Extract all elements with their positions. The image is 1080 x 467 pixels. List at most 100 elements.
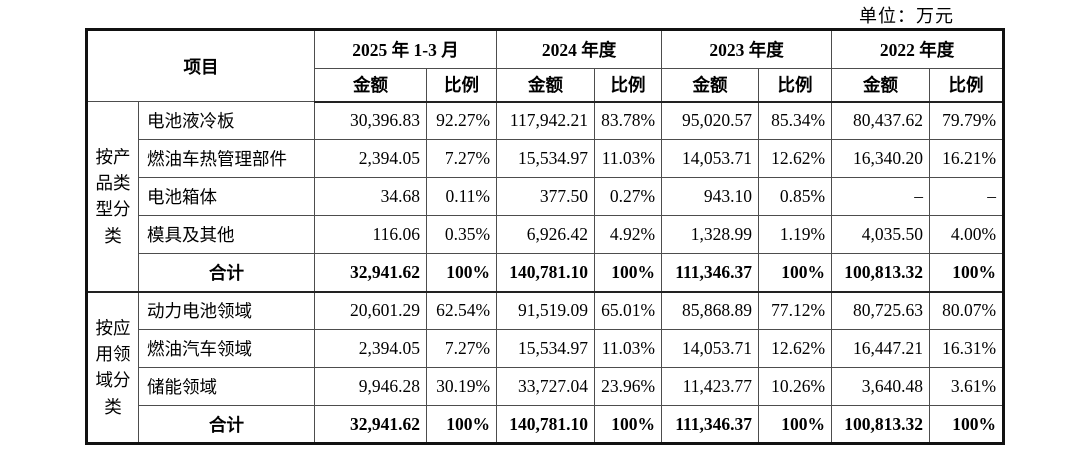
ratio-cell: 0.27% xyxy=(594,177,663,216)
amount-cell: 80,725.63 xyxy=(831,290,931,330)
amount-cell: 16,447.21 xyxy=(831,329,931,368)
amount-cell: 14,053.71 xyxy=(661,329,760,368)
amount-cell: 140,781.10 xyxy=(496,253,596,292)
amount-cell: 14,053.71 xyxy=(661,139,760,178)
total-label: 合计 xyxy=(138,405,315,444)
ratio-cell: 0.35% xyxy=(425,215,498,254)
amount-header: 金额 xyxy=(314,68,427,103)
total-row: 合计 32,941.62 100% 140,781.10 100% 111,34… xyxy=(87,405,1005,444)
ratio-cell: 85.34% xyxy=(758,101,833,140)
ratio-cell: 3.61% xyxy=(929,367,1005,406)
amount-cell: 2,394.05 xyxy=(314,139,427,178)
amount-cell: 91,519.09 xyxy=(496,290,596,330)
ratio-cell: 7.27% xyxy=(425,139,498,178)
amount-cell: 80,437.62 xyxy=(831,101,931,140)
table-row: 按产 品类 型分 类 电池液冷板 30,396.83 92.27% 117,94… xyxy=(86,101,1005,292)
amount-cell: 116.06 xyxy=(314,215,427,254)
table-row: 储能领域 9,946.28 30.19% 33,727.04 23.96% 11… xyxy=(87,367,1005,406)
amount-cell: 6,926.42 xyxy=(496,215,596,254)
amount-cell: 100,813.32 xyxy=(831,253,931,292)
ratio-cell: 12.62% xyxy=(758,139,833,178)
ratio-header: 比例 xyxy=(758,68,833,103)
amount-cell: 4,035.50 xyxy=(831,215,931,254)
amount-cell: 2,394.05 xyxy=(314,329,427,368)
table-row: 燃油车热管理部件 2,394.05 7.27% 15,534.97 11.03%… xyxy=(87,139,1005,178)
amount-cell: 377.50 xyxy=(496,177,596,216)
header-row-periods: 项目 2025 年 1-3 月 2024 年度 2023 年度 2022 年度 xyxy=(86,29,1005,102)
ratio-cell: 65.01% xyxy=(594,290,663,330)
ratio-cell: 11.03% xyxy=(594,139,663,178)
ratio-cell: 16.21% xyxy=(929,139,1005,178)
ratio-cell: 100% xyxy=(594,253,663,292)
amount-cell: 943.10 xyxy=(661,177,760,216)
amount-cell: 15,534.97 xyxy=(496,329,596,368)
period-header-2025: 2025 年 1-3 月 xyxy=(313,29,498,69)
ratio-cell: 0.85% xyxy=(758,177,833,216)
ratio-cell: 100% xyxy=(758,405,833,444)
revenue-breakdown-table: 项目 2025 年 1-3 月 2024 年度 2023 年度 2022 年度 … xyxy=(85,28,1006,445)
period-header-2022: 2022 年度 xyxy=(831,29,1005,69)
total-row: 合计 32,941.62 100% 140,781.10 100% 111,34… xyxy=(87,253,1005,292)
period-header-2024: 2024 年度 xyxy=(496,29,663,69)
amount-cell: 100,813.32 xyxy=(831,405,931,444)
ratio-cell: 100% xyxy=(758,253,833,292)
group-label-application-domain: 按应 用领 域分 类 xyxy=(86,290,139,444)
ratio-cell: 30.19% xyxy=(425,367,498,406)
amount-cell: 15,534.97 xyxy=(496,139,596,178)
ratio-cell: 0.11% xyxy=(425,177,498,216)
total-label: 合计 xyxy=(138,253,315,292)
table-row: 电池箱体 34.68 0.11% 377.50 0.27% 943.10 0.8… xyxy=(87,177,1005,216)
unit-label: 单位：万元 xyxy=(859,6,954,26)
ratio-cell: 100% xyxy=(929,253,1005,292)
table-row: 燃油汽车领域 2,394.05 7.27% 15,534.97 11.03% 1… xyxy=(87,329,1005,368)
amount-cell: 16,340.20 xyxy=(831,139,931,178)
ratio-cell: 83.78% xyxy=(594,101,663,140)
amount-cell: 1,328.99 xyxy=(661,215,760,254)
ratio-cell: 1.19% xyxy=(758,215,833,254)
ratio-cell: 7.27% xyxy=(425,329,498,368)
amount-cell: 9,946.28 xyxy=(314,367,427,406)
ratio-cell: 80.07% xyxy=(929,290,1005,330)
ratio-cell: 79.79% xyxy=(929,101,1005,140)
amount-cell: 33,727.04 xyxy=(496,367,596,406)
ratio-cell: – xyxy=(929,177,1005,216)
amount-cell: 34.68 xyxy=(314,177,427,216)
ratio-cell: 12.62% xyxy=(758,329,833,368)
ratio-cell: 77.12% xyxy=(758,290,833,330)
ratio-cell: 4.00% xyxy=(929,215,1005,254)
group-label-product-type: 按产 品类 型分 类 xyxy=(86,101,139,292)
ratio-cell: 100% xyxy=(594,405,663,444)
ratio-cell: 100% xyxy=(929,405,1005,444)
ratio-header: 比例 xyxy=(929,68,1005,103)
ratio-cell: 10.26% xyxy=(758,367,833,406)
amount-cell: 30,396.83 xyxy=(314,101,427,140)
item-column-header: 项目 xyxy=(86,29,315,102)
amount-cell: 117,942.21 xyxy=(496,101,596,140)
ratio-cell: 62.54% xyxy=(425,290,498,330)
amount-cell: 140,781.10 xyxy=(496,405,596,444)
ratio-cell: 16.31% xyxy=(929,329,1005,368)
header-row-measures: 金额 比例 金额 比例 金额 比例 金额 比例 xyxy=(87,68,1005,103)
ratio-header: 比例 xyxy=(425,68,498,103)
row-label: 燃油汽车领域 xyxy=(138,329,315,368)
amount-cell: 32,941.62 xyxy=(314,253,427,292)
amount-cell: 95,020.57 xyxy=(661,101,760,140)
ratio-cell: 11.03% xyxy=(594,329,663,368)
amount-cell: 11,423.77 xyxy=(661,367,760,406)
row-label: 动力电池领域 xyxy=(138,290,315,330)
ratio-header: 比例 xyxy=(594,68,663,103)
amount-cell: 111,346.37 xyxy=(661,405,760,444)
amount-cell: 111,346.37 xyxy=(661,253,760,292)
amount-header: 金额 xyxy=(496,68,596,103)
row-label: 模具及其他 xyxy=(138,215,315,254)
row-label: 储能领域 xyxy=(138,367,315,406)
amount-cell: 85,868.89 xyxy=(661,290,760,330)
amount-cell: – xyxy=(831,177,931,216)
ratio-cell: 23.96% xyxy=(594,367,663,406)
row-label: 燃油车热管理部件 xyxy=(138,139,315,178)
amount-cell: 32,941.62 xyxy=(314,405,427,444)
ratio-cell: 100% xyxy=(425,253,498,292)
amount-header: 金额 xyxy=(831,68,931,103)
row-label: 电池箱体 xyxy=(138,177,315,216)
